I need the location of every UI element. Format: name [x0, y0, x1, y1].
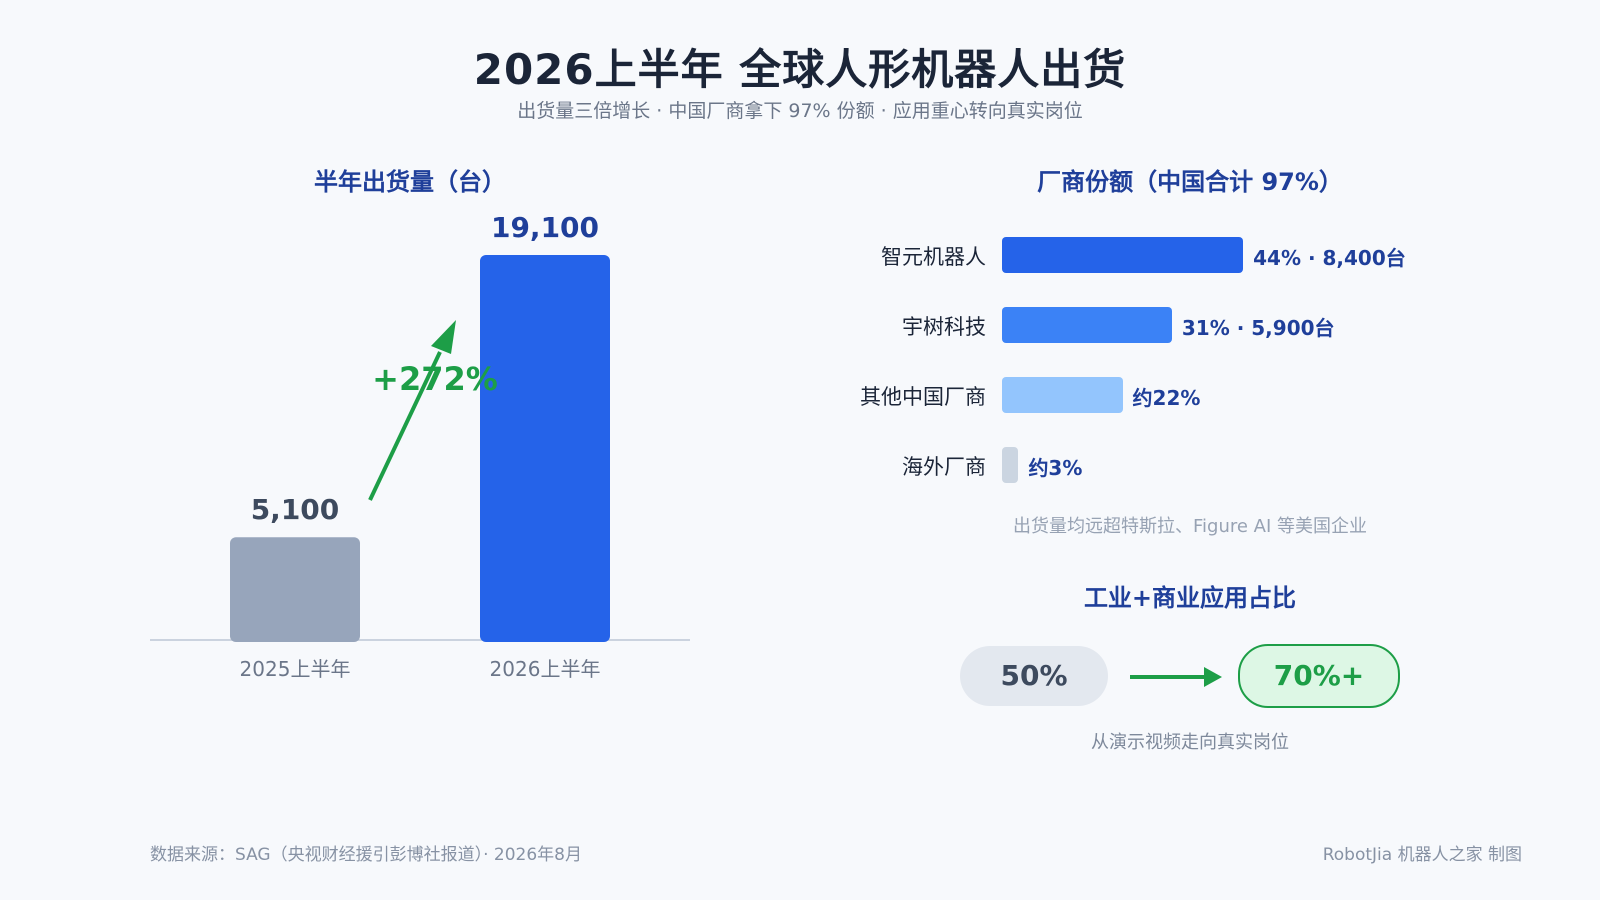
shipment-bar-chart: 5,100 2025上半年 19,100 2026上半年 +272%	[150, 211, 690, 681]
shipment-chart-title: 半年出货量（台）	[314, 168, 506, 196]
bar-value-label: 19,100	[491, 211, 599, 244]
application-title: 工业+商业应用占比	[1083, 584, 1297, 612]
share-chart-title: 厂商份额（中国合计 97%）	[1037, 168, 1343, 196]
footer-source: 数据来源：SAG（央视财经援引彭博社报道）· 2026年8月	[150, 845, 582, 865]
bar-value-label: 5,100	[251, 493, 340, 526]
page-title: 2026上半年 全球人形机器人出货	[473, 45, 1127, 94]
share-bar-3	[1002, 377, 1123, 413]
share-bar-4	[1002, 447, 1019, 483]
bar-2	[480, 255, 610, 642]
application-note: 从演示视频走向真实岗位	[1091, 732, 1289, 753]
growth-annotation: +272%	[372, 360, 498, 398]
share-category-label: 其他中国厂商	[860, 385, 986, 409]
application-arrow-icon	[1130, 667, 1222, 687]
share-bar-2	[1002, 307, 1172, 343]
share-category-label: 海外厂商	[902, 455, 986, 479]
application-from-pill: 50%	[960, 646, 1108, 706]
share-category-label: 宇树科技	[902, 315, 986, 339]
share-value-label: 约22%	[1132, 386, 1201, 410]
bar-1	[230, 537, 360, 642]
share-value-label: 31% · 5,900台	[1181, 316, 1335, 340]
share-value-label: 约3%	[1028, 456, 1083, 480]
footer-credit: RobotJia 机器人之家 制图	[1322, 845, 1522, 865]
share-note: 出货量均远超特斯拉、Figure AI 等美国企业	[1012, 516, 1368, 537]
share-category-label: 智元机器人	[881, 245, 986, 269]
share-bar-1	[1002, 237, 1244, 273]
page-subtitle: 出货量三倍增长 · 中国厂商拿下 97% 份额 · 应用重心转向真实岗位	[517, 100, 1083, 122]
category-label: 2026上半年	[490, 657, 601, 681]
share-value-label: 44% · 8,400台	[1253, 246, 1406, 270]
growth-arrow-icon	[368, 351, 442, 501]
growth-arrowhead-icon	[431, 320, 456, 354]
category-label: 2025上半年	[240, 657, 351, 681]
application-to-pill: 70%+	[1238, 644, 1400, 708]
